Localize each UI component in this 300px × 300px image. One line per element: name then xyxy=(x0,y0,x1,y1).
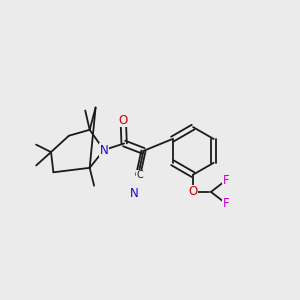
Text: C: C xyxy=(136,170,143,180)
Text: O: O xyxy=(118,114,128,127)
Text: N: N xyxy=(130,187,139,200)
Text: O: O xyxy=(188,185,198,198)
Text: F: F xyxy=(223,197,230,210)
Text: F: F xyxy=(223,173,230,187)
Text: N: N xyxy=(100,143,108,157)
